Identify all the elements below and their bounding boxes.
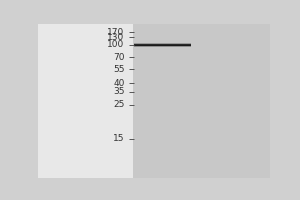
Text: 170: 170 xyxy=(107,28,125,37)
Text: 25: 25 xyxy=(113,100,125,109)
Bar xyxy=(38,24,133,178)
Bar xyxy=(133,24,270,178)
Text: 100: 100 xyxy=(107,40,125,49)
Text: 35: 35 xyxy=(113,87,125,96)
Text: 55: 55 xyxy=(113,65,125,74)
Text: 70: 70 xyxy=(113,53,125,62)
Text: 40: 40 xyxy=(113,79,125,88)
Text: 130: 130 xyxy=(107,33,125,42)
Text: 15: 15 xyxy=(113,134,125,143)
